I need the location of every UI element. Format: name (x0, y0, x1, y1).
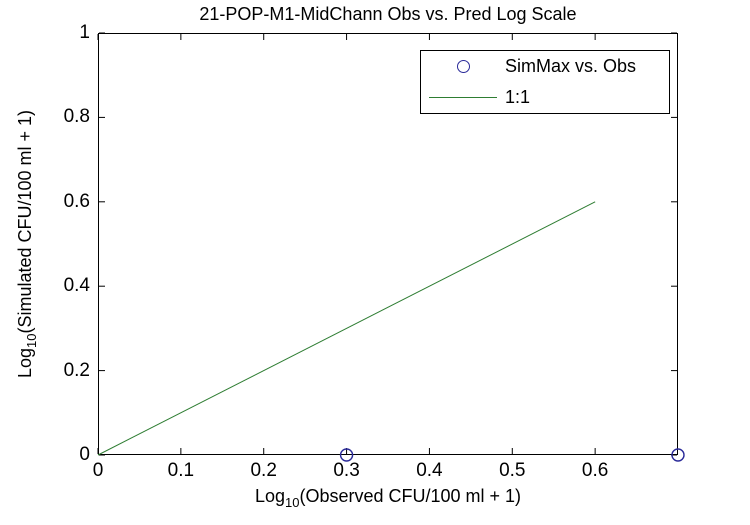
y-tick-label: 0.4 (63, 275, 90, 297)
legend-swatch (421, 60, 505, 73)
x-axis-label-prefix: Log (254, 486, 285, 506)
legend-entry-one-to-one: 1:1 (421, 83, 669, 113)
legend-label: 1:1 (505, 87, 531, 107)
x-tick-label: 0 (92, 460, 104, 481)
x-tick-label: 0.1 (167, 460, 195, 481)
y-tick-label: 0 (79, 444, 90, 465)
y-axis-label: Log10(Simulated CFU/100 ml + 1) (15, 64, 41, 424)
plot-area (97, 32, 685, 462)
legend-entry-simmax: SimMax vs. Obs (421, 52, 669, 82)
y-axis-label-rest: (Simulated CFU/100 ml + 1) (15, 109, 35, 334)
y-tick-label: 1 (79, 22, 90, 43)
y-tick-label: 0.8 (63, 106, 90, 128)
chart-title: 21-POP-M1-MidChann Obs vs. Pred Log Scal… (199, 4, 577, 24)
data-point-marker (339, 448, 354, 462)
legend-marker-circle-icon (456, 60, 470, 73)
x-axis-label-subscript: 10 (285, 495, 300, 510)
legend-marker-line-icon (429, 97, 497, 98)
x-tick-label: 0.2 (250, 460, 277, 481)
x-tick-label: 0.3 (333, 460, 360, 481)
legend-swatch (421, 97, 505, 98)
x-axis-label-rest: (Observed CFU/100 ml + 1) (299, 486, 522, 506)
y-axis-label-prefix: Log (15, 348, 35, 379)
x-axis-label: Log10(Observed CFU/100 ml + 1) (98, 486, 678, 510)
y-tick-label: 0.6 (63, 190, 90, 212)
legend-box: SimMax vs. Obs 1:1 (420, 50, 670, 114)
x-tick-label: 0.5 (499, 460, 526, 481)
y-axis-label-subscript: 10 (24, 333, 39, 348)
data-point-marker (671, 448, 685, 462)
one-to-one-line (97, 201, 596, 456)
x-tick-label: 0.6 (581, 460, 609, 481)
x-tick-label: 0.4 (416, 460, 443, 481)
y-tick-label: 0.2 (63, 359, 90, 381)
legend-label: SimMax vs. Obs (505, 56, 637, 76)
plot-box (98, 33, 678, 455)
